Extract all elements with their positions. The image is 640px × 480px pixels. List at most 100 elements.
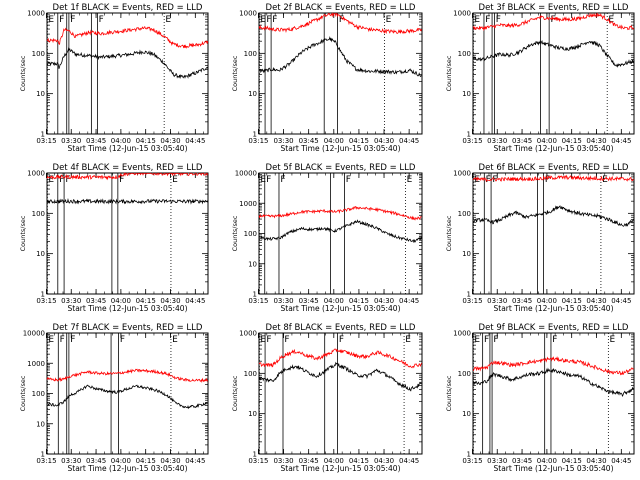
flag-label: F	[545, 175, 550, 185]
flag-label: F	[266, 175, 271, 185]
x-tick-label: 04:15	[136, 297, 156, 305]
x-tick-label: 04:00	[537, 297, 557, 305]
x-tick-label: 04:45	[185, 137, 205, 145]
series-events-line	[258, 219, 422, 244]
y-tick-label: 1	[41, 451, 45, 459]
y-tick-label: 1000	[27, 170, 45, 178]
flag-label: F	[70, 15, 75, 25]
x-tick-label: 03:30	[61, 297, 81, 305]
series-lld-line	[472, 12, 635, 32]
x-axis-label: Start Time (12-Jun-15 03:05:40)	[281, 144, 401, 153]
x-tick-label: 03:45	[86, 457, 106, 465]
y-tick-label: 10	[36, 250, 45, 258]
flag-label: F	[550, 15, 555, 25]
y-tick-label: 1000	[453, 170, 471, 178]
flag-label: E	[172, 335, 178, 345]
flag-label: E	[386, 15, 392, 25]
x-tick-label: 04:00	[324, 137, 344, 145]
y-tick-label: 100	[32, 390, 45, 398]
x-tick-label: 04:30	[374, 137, 394, 145]
x-tick-label: 03:30	[487, 137, 507, 145]
y-axis-label: Counts/sec	[19, 375, 27, 411]
series-events-line	[258, 361, 422, 392]
x-axis-label: Start Time (12-Jun-15 03:05:40)	[281, 304, 401, 313]
y-tick-label: 100	[32, 210, 45, 218]
panel-7: Det 7f BLACK = Events, RED = LLD 1 10 100 10…	[19, 323, 209, 473]
panel-1: Det 1f BLACK = Events, RED = LLD 1 10 100 10…	[19, 3, 209, 153]
y-tick-label: 1000	[27, 10, 45, 18]
panel-2: Det 2f BLACK = Events, RED = LLD 1 10 100 10…	[231, 3, 423, 153]
x-tick-label: 04:45	[399, 137, 419, 145]
series-events-line	[472, 40, 635, 68]
x-tick-label: 04:45	[399, 457, 419, 465]
y-tick-label: 1	[41, 131, 45, 139]
x-axis-label: Start Time (12-Jun-15 03:05:40)	[68, 464, 188, 473]
x-tick-label: 03:15	[36, 137, 56, 145]
panel-title: Det 6f BLACK = Events, RED = LLD	[479, 163, 629, 173]
series-lld-line	[46, 26, 209, 49]
x-tick-label: 04:15	[562, 137, 582, 145]
plot-frame	[258, 172, 423, 295]
series-events-line	[46, 384, 208, 410]
y-axis-label: Counts/sec	[445, 215, 453, 251]
panel-title: Det 1f BLACK = Events, RED = LLD	[53, 3, 203, 13]
x-tick-label: 03:15	[36, 297, 56, 305]
series-events-line	[472, 367, 635, 397]
x-tick-label: 04:15	[136, 457, 156, 465]
flag-label: E	[48, 175, 54, 185]
flag-label: E	[165, 15, 171, 25]
y-tick-label: 100	[244, 370, 257, 378]
panel-4: Det 4f BLACK = Events, RED = LLD 1 10 100 10…	[19, 163, 209, 313]
flag-label: E	[260, 15, 266, 25]
flag-label: F	[266, 335, 271, 345]
flag-label: F	[60, 335, 65, 345]
y-tick-label: 1	[253, 131, 257, 139]
y-tick-label: 1	[467, 451, 471, 459]
y-tick-label: 10	[36, 90, 45, 98]
y-tick-label: 100	[458, 50, 471, 58]
y-tick-label: 10	[248, 90, 257, 98]
flag-label: E	[407, 175, 413, 185]
series-lld-line	[472, 356, 634, 376]
x-axis-label: Start Time (12-Jun-15 03:05:40)	[494, 304, 614, 313]
flag-label: E	[172, 175, 178, 185]
x-tick-label: 03:15	[248, 457, 268, 465]
flag-label: F	[484, 335, 489, 345]
y-tick-label: 100	[458, 210, 471, 218]
y-tick-label: 1	[41, 291, 45, 299]
plot-frame	[472, 172, 635, 295]
x-tick-label: 03:30	[273, 297, 293, 305]
y-axis-label: Counts/sec	[231, 55, 239, 91]
series-lld-line	[46, 172, 209, 181]
y-tick-label: 1000	[453, 330, 471, 338]
flag-label: E	[474, 175, 480, 185]
x-tick-label: 04:45	[611, 137, 631, 145]
panel-9: Det 9f BLACK = Events, RED = LLD 1 10 100 10…	[445, 323, 635, 473]
flag-label: E	[608, 15, 614, 25]
x-tick-label: 04:45	[185, 457, 205, 465]
x-tick-label: 04:30	[374, 297, 394, 305]
x-tick-label: 04:30	[160, 457, 180, 465]
panel-title: Det 3f BLACK = Events, RED = LLD	[479, 3, 629, 13]
x-tick-label: 04:30	[160, 137, 180, 145]
x-tick-label: 03:30	[61, 457, 81, 465]
y-tick-label: 10	[462, 410, 471, 418]
y-tick-label: 1	[467, 131, 471, 139]
y-axis-label: Counts/sec	[445, 55, 453, 91]
x-tick-label: 04:00	[537, 137, 557, 145]
x-axis-label: Start Time (12-Jun-15 03:05:40)	[68, 144, 188, 153]
y-tick-label: 10	[36, 420, 45, 428]
flag-label: E	[260, 175, 266, 185]
series-lld-line	[46, 368, 209, 383]
x-tick-label: 04:15	[562, 457, 582, 465]
flag-label: E	[48, 335, 54, 345]
y-tick-label: 10000	[23, 330, 45, 338]
x-tick-label: 03:45	[299, 457, 319, 465]
y-tick-label: 1000	[453, 10, 471, 18]
y-tick-label: 100	[244, 230, 257, 238]
x-tick-label: 03:30	[487, 297, 507, 305]
y-tick-label: 10	[248, 260, 257, 268]
flag-label: E	[260, 335, 266, 345]
x-tick-label: 04:00	[537, 457, 557, 465]
flag-label: F	[59, 15, 64, 25]
